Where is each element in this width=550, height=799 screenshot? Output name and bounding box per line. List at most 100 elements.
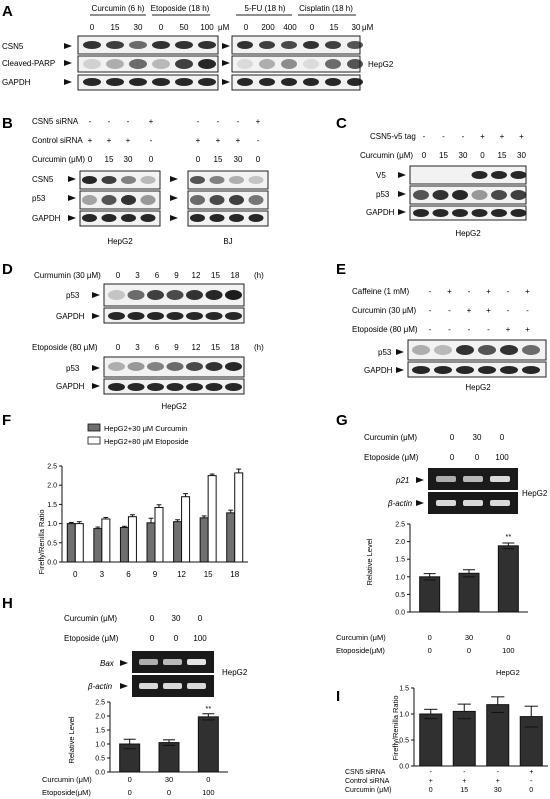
i-title: HepG2 — [496, 668, 520, 677]
e-sign: + — [467, 306, 472, 315]
h-xval: 30 — [165, 775, 173, 784]
blot-band — [281, 78, 297, 86]
blot-band — [147, 290, 164, 300]
a-row-gapdh: GAPDH — [2, 78, 31, 87]
b-sign: - — [217, 117, 220, 126]
y-tick-label: 0.0 — [395, 610, 405, 617]
panel-a: Curcumin (6 h) Etoposide (18 h) 5-FU (18… — [2, 4, 394, 91]
c-sign: 0 — [422, 151, 427, 160]
h-xval: 0 — [167, 788, 171, 797]
blot-band — [205, 290, 223, 300]
panel-letter-h: H — [2, 595, 13, 612]
y-tick-label: 1.0 — [395, 574, 405, 581]
a-dose-label: 100 — [200, 23, 214, 32]
bar — [234, 472, 244, 563]
panel-letter-d: D — [2, 261, 13, 278]
y-tick-label: 0.0 — [399, 764, 409, 771]
i-xval: 0 — [429, 787, 433, 794]
y-tick-label: 1.0 — [47, 521, 57, 528]
e-sign: - — [507, 287, 510, 296]
blot-band — [82, 195, 97, 205]
b-blot-bj-p53 — [187, 190, 269, 210]
y-tick-label: 1.5 — [95, 728, 105, 735]
blot-band — [452, 171, 468, 179]
blot-band — [347, 41, 363, 49]
gel-band — [463, 476, 483, 482]
f-ylabel: Firefly/Renilla Ratio — [37, 509, 46, 574]
c-sign: 30 — [517, 151, 526, 160]
blot-band — [166, 290, 184, 300]
x-tick-label: 9 — [153, 570, 158, 579]
blot-band — [248, 176, 264, 184]
panel-letter-a: A — [2, 3, 13, 20]
g-sign: 0 — [475, 453, 480, 462]
blot-band — [522, 366, 540, 374]
c-sign: + — [519, 132, 524, 141]
i-xval: 15 — [460, 787, 468, 794]
i-xval: - — [463, 769, 466, 776]
b-sign: 30 — [124, 155, 133, 164]
blot-band — [412, 366, 430, 374]
g-ylabel: Relative Level — [365, 538, 374, 585]
b-sign: - — [108, 117, 111, 126]
panel-letter-e: E — [336, 261, 346, 278]
panel-letter-i: I — [336, 688, 340, 705]
d-time-label: 9 — [174, 343, 179, 352]
blot-band — [434, 366, 452, 374]
b-row-ctrlsirna: Control siRNA — [32, 136, 83, 145]
bar — [119, 526, 129, 563]
h-sign: 100 — [193, 634, 207, 643]
blot-band — [471, 190, 488, 200]
e-blot-p53: p53 — [378, 348, 392, 357]
blot-band — [491, 190, 507, 200]
c-sign: - — [442, 132, 445, 141]
blot-band — [82, 214, 97, 222]
h-xval: 0 — [206, 775, 210, 784]
h-xrow-curcumin: Curcumin (μM) — [42, 775, 92, 784]
d-time-label: 3 — [135, 343, 140, 352]
b-blot-hepg2-p53 — [79, 190, 161, 210]
y-tick-label: 0.5 — [47, 540, 57, 547]
blot-band — [127, 362, 145, 371]
g-xval: 0 — [428, 633, 432, 642]
a-header-etoposide: Etoposide (18 h) — [151, 4, 210, 13]
gel-band — [490, 500, 510, 506]
y-tick-label: 2.0 — [47, 483, 57, 490]
c-sign: 0 — [480, 151, 485, 160]
bar — [199, 517, 209, 563]
blot-band — [175, 59, 193, 69]
d-time-label: 6 — [155, 343, 160, 352]
e-sign: - — [429, 325, 432, 334]
g-xval: 0 — [506, 633, 510, 642]
h-xrow-etoposide: Etoposide(μM) — [42, 788, 91, 797]
e-sign: - — [507, 306, 510, 315]
blot-band — [190, 214, 205, 222]
bar — [207, 475, 217, 563]
x-tick-label: 3 — [100, 570, 105, 579]
d-time-label: 18 — [231, 271, 240, 280]
c-cell: HepG2 — [455, 229, 481, 238]
bar — [519, 716, 543, 767]
gel-band — [163, 683, 182, 689]
b-blot-bj-csn5 — [187, 170, 269, 190]
blot-band — [225, 312, 242, 320]
a-dose-label: 30 — [134, 23, 143, 32]
g-sign: 0 — [450, 433, 455, 442]
blot-band — [491, 209, 507, 217]
b-blot-csn5: CSN5 — [32, 175, 54, 184]
h-cell: HepG2 — [222, 668, 248, 677]
b-sign: 15 — [105, 155, 114, 164]
b-sign: 0 — [149, 155, 154, 164]
bar — [93, 528, 103, 563]
e-row-etoposide: Etoposide (80 μM) — [352, 325, 418, 334]
blot-band — [121, 195, 136, 205]
blot-band — [205, 383, 223, 391]
gel-band — [187, 683, 206, 689]
i-xval: + — [496, 778, 500, 785]
blot-band — [186, 383, 203, 391]
significance-mark: ** — [505, 532, 511, 541]
b-sign: - — [127, 117, 130, 126]
e-sign: - — [468, 287, 471, 296]
a-cell-label: HepG2 — [368, 60, 394, 69]
blot-band — [432, 209, 449, 217]
